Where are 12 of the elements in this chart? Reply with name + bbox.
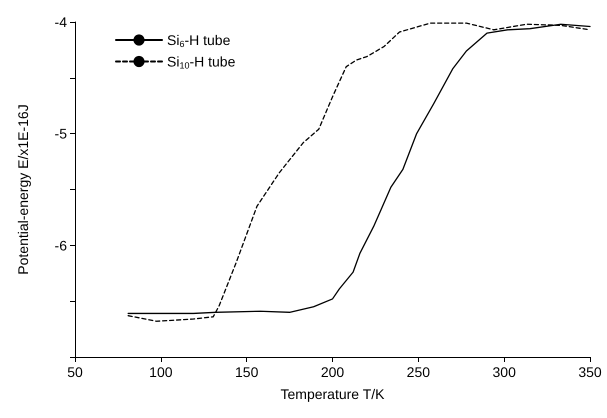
x-tick-label: 250: [406, 364, 430, 380]
y-tick-label: -6: [54, 237, 68, 254]
x-tick-label: 200: [320, 364, 344, 380]
x-axis-title: Temperature T/K: [280, 386, 386, 402]
y-axis-title: Potential-energy E/x1E-16J: [15, 104, 31, 275]
y-tick-label: -4: [54, 14, 68, 30]
x-tick-label: 350: [578, 364, 602, 380]
x-tick-label: 300: [492, 364, 516, 380]
x-tick-label: 150: [234, 364, 259, 380]
x-tick-label: 50: [67, 364, 83, 380]
x-tick-label: 100: [149, 364, 173, 380]
y-tick-label: -5: [54, 126, 68, 142]
